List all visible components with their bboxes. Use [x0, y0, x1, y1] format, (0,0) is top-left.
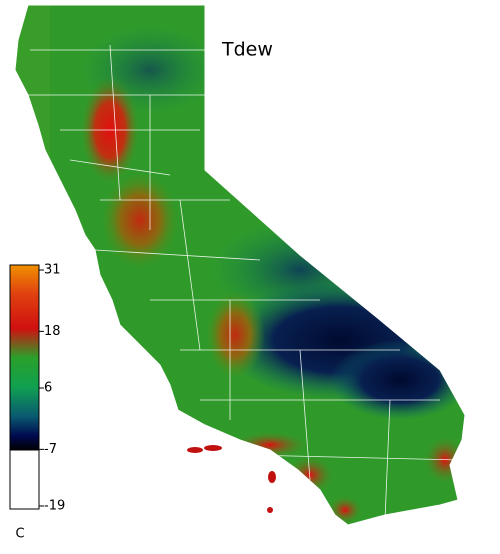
- colorbar-tick-label: 31: [44, 263, 61, 278]
- map-title: Tdew: [221, 39, 273, 61]
- state-outline: [14, 4, 466, 526]
- colorbar-unit: C: [15, 527, 24, 542]
- colorbar-tick-label: 18: [44, 324, 61, 339]
- colorbar-tick-label: -19: [44, 499, 65, 514]
- colorbar: 31 18 6 -7 -19: [9, 263, 65, 514]
- colorbar-tick-label: 6: [44, 381, 52, 396]
- colorbar-tick-label: -7: [44, 442, 57, 457]
- colorbar-scale: [9, 264, 40, 510]
- islands: [187, 445, 276, 513]
